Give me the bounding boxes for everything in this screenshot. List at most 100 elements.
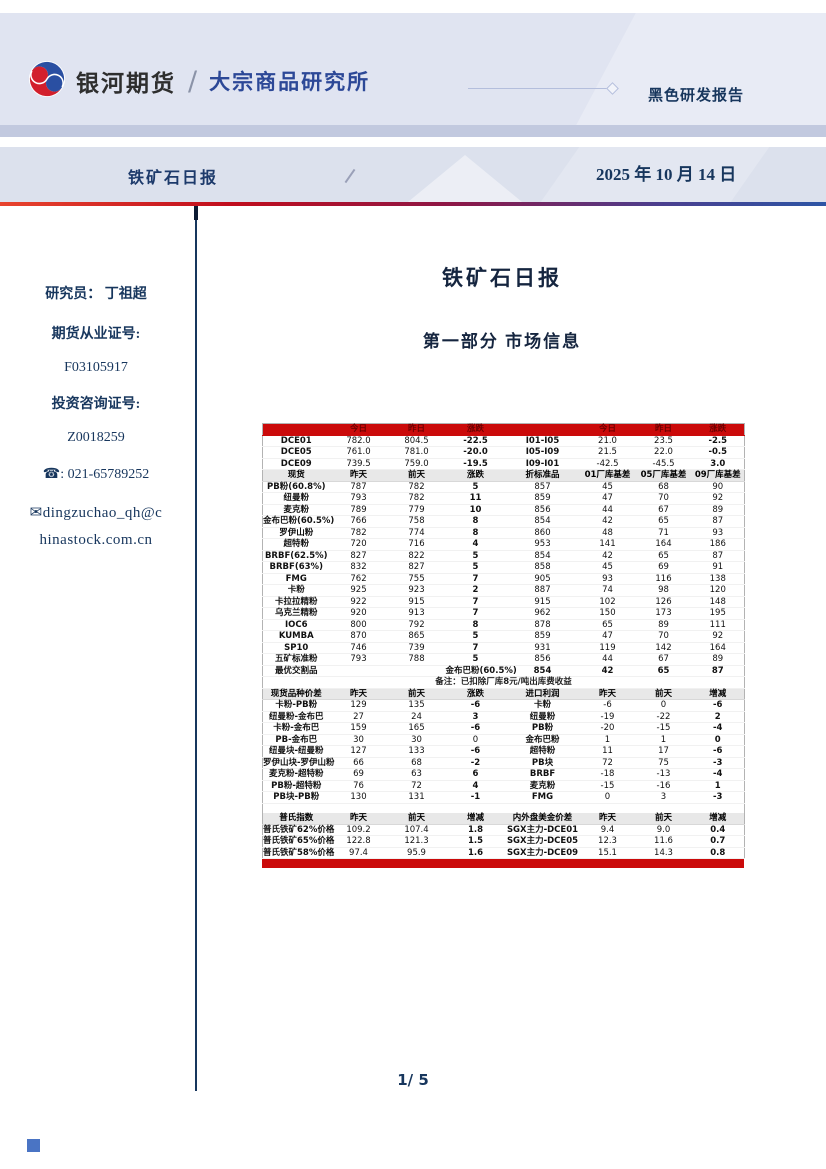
table-row: DCE09 739.5 759.0 -19.5 I09-I01 -42.5 -45.5 3.0 bbox=[262, 458, 745, 470]
table-row: 纽曼块-纽曼粉 127 133 -6 超特粉 11 17 -6 bbox=[262, 745, 745, 758]
table-cell: 1.5 bbox=[445, 835, 506, 848]
table-cell: -6 bbox=[579, 699, 636, 712]
table-cell: 7 bbox=[445, 573, 506, 585]
table-cell: 47 bbox=[579, 630, 636, 643]
table-cell: 120 bbox=[691, 584, 745, 597]
table-cell: 1.8 bbox=[445, 824, 506, 837]
table-cell: 42 bbox=[579, 550, 636, 562]
table-cell: 98 bbox=[635, 584, 692, 597]
table-cell: 122.8 bbox=[329, 835, 388, 848]
table-cell: 21.5 bbox=[579, 446, 636, 459]
table-row-label: 普氏铁矿62%价格 bbox=[262, 824, 335, 837]
table-cell: 127 bbox=[329, 745, 388, 758]
table-header-cell: 昨天 bbox=[579, 688, 636, 700]
table-row: DCE05 761.0 781.0 -20.0 I05-I09 21.5 22.0 -0.5 bbox=[262, 446, 745, 459]
table-row: 普氏铁矿62%价格 109.2 107.4 1.8 SGX主力-DCE01 9.4 9.0 0… bbox=[262, 824, 745, 837]
header-sheen-decoration bbox=[576, 13, 826, 125]
gradient-divider bbox=[0, 202, 826, 206]
table-cell: 195 bbox=[691, 607, 745, 620]
table-header-cell bbox=[505, 423, 580, 436]
header-rule-line bbox=[468, 88, 610, 89]
table-cell: 827 bbox=[329, 550, 388, 562]
table-row-label: 915 bbox=[505, 596, 580, 608]
table-header-cell: 01厂库基差 bbox=[579, 469, 636, 482]
page-number: 1/ 5 bbox=[397, 1071, 429, 1089]
table-row: 罗伊山粉 782 774 8 860 48 71 93 bbox=[262, 527, 745, 539]
table-cell: 1 bbox=[635, 734, 692, 746]
table-row: 麦克粉 789 779 10 856 44 67 89 bbox=[262, 504, 745, 516]
table-row: 纽曼粉 793 782 11 859 47 70 92 bbox=[262, 492, 745, 505]
table-cell: -1 bbox=[445, 791, 506, 804]
table-row-label: 854 bbox=[505, 515, 580, 528]
table-row-label: BRBF bbox=[505, 768, 580, 781]
email-address-part2: hinastock.com.cn bbox=[39, 532, 153, 548]
table-cell: -6 bbox=[691, 699, 745, 712]
table-cell: 159 bbox=[329, 722, 388, 735]
table-row: 普氏铁矿58%价格 97.4 95.9 1.6 SGX主力-DCE09 15.1 14.3 0… bbox=[262, 847, 745, 860]
table-row-label: I09-I01 bbox=[505, 458, 580, 470]
table-cell: 87 bbox=[691, 665, 745, 677]
banner-report-title: 铁矿石日报 bbox=[128, 168, 219, 187]
table-cell: 89 bbox=[691, 504, 745, 516]
table-header-cell: 09厂库基差 bbox=[691, 469, 745, 482]
table-row: 罗伊山块-罗伊山粉 66 68 -2 PB块 72 75 -3 bbox=[262, 757, 745, 769]
table-row-label: 878 bbox=[505, 619, 580, 631]
brand-row: 银河期货 / 大宗商品研究所 bbox=[28, 60, 370, 102]
table-row-label: 953 bbox=[505, 538, 580, 551]
table-cell: 75 bbox=[635, 757, 692, 769]
table-cell: 766 bbox=[329, 515, 388, 528]
table-row: 乌克兰精粉 920 913 7 962 150 173 195 bbox=[262, 607, 745, 620]
table-cell: 915 bbox=[387, 596, 446, 608]
table-cell: 8 bbox=[445, 619, 506, 631]
researcher-label: 研究员： bbox=[45, 287, 102, 302]
table-cell: 832 bbox=[329, 561, 388, 574]
table-cell: 922 bbox=[329, 596, 388, 608]
table-row: 普氏铁矿65%价格 122.8 121.3 1.5 SGX主力-DCE05 12.3 11.… bbox=[262, 835, 745, 848]
table-row: 金布巴粉(60.5%) 766 758 8 854 42 65 87 bbox=[262, 515, 745, 528]
table-row-label: 超特粉 bbox=[262, 538, 330, 551]
table-cell: 131 bbox=[387, 791, 446, 804]
table-cell: 0.4 bbox=[691, 824, 745, 837]
table-header-cell: 涨跌 bbox=[445, 469, 506, 482]
table-cell: 44 bbox=[579, 504, 636, 516]
table-header-cell: 前天 bbox=[387, 469, 446, 482]
table-row-label: 卡拉拉精粉 bbox=[262, 596, 330, 608]
table-row: 麦克粉-超特粉 69 63 6 BRBF -18 -13 -4 bbox=[262, 768, 745, 781]
table-row-label: IOC6 bbox=[262, 619, 330, 631]
table-cell: 121.3 bbox=[387, 835, 446, 848]
table-cell: 0 bbox=[579, 791, 636, 804]
table-cell: 5 bbox=[445, 653, 506, 666]
table-cell: 76 bbox=[329, 780, 388, 792]
table-cell: 779 bbox=[387, 504, 446, 516]
table-header-cell: 增减 bbox=[691, 688, 745, 700]
table-row-label: 856 bbox=[505, 504, 580, 516]
table-cell: 1.6 bbox=[445, 847, 506, 860]
table-cell: 67 bbox=[635, 504, 692, 516]
table-cell: 5 bbox=[445, 630, 506, 643]
table-header-cell: 增减 bbox=[445, 813, 506, 825]
brand-company-name: 银河期货 bbox=[76, 71, 176, 97]
table-row-label: DCE01 bbox=[262, 435, 330, 447]
table-cell: 788 bbox=[387, 653, 446, 666]
table-row-label: SGX主力-DCE05 bbox=[505, 835, 580, 848]
table-cell: -13 bbox=[635, 768, 692, 781]
vertical-divider bbox=[195, 206, 197, 1091]
table-cell: 739 bbox=[387, 642, 446, 654]
table-row: 卡粉-PB粉 129 135 -6 卡粉 -6 0 -6 bbox=[262, 699, 745, 712]
table-row: 五矿标准粉 793 788 5 856 44 67 89 bbox=[262, 653, 745, 666]
table-header-cell: 增减 bbox=[691, 813, 745, 825]
table-cell: -22.5 bbox=[445, 435, 506, 447]
table-row-label: PB粉(60.8%) bbox=[262, 481, 330, 493]
table-row-label: FMG bbox=[505, 791, 580, 804]
market-table-wrap: 今日 昨日 涨跌 今日 昨日 涨跌 DCE01 782.0 804.5 -22.5 I01-I05 2… bbox=[262, 423, 745, 869]
table-cell: 72 bbox=[579, 757, 636, 769]
table-cell: 42 bbox=[579, 665, 636, 677]
table-cell: 44 bbox=[579, 653, 636, 666]
table-row bbox=[263, 803, 745, 813]
table-cell: 920 bbox=[329, 607, 388, 620]
table-cell: 47 bbox=[579, 492, 636, 505]
table-cell: 5 bbox=[445, 481, 506, 493]
table-cell: 74 bbox=[579, 584, 636, 597]
table-cell: 5 bbox=[445, 561, 506, 574]
table-cell: 827 bbox=[387, 561, 446, 574]
